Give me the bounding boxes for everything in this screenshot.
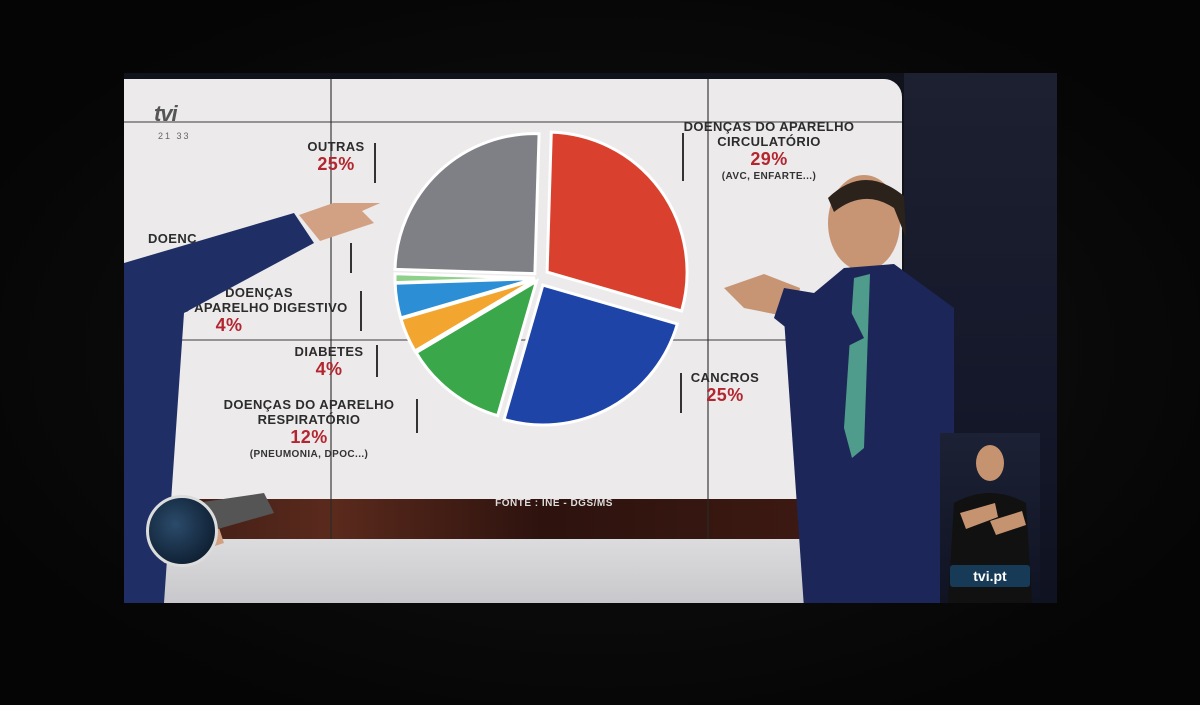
slice-label-circulatorio-line2: CIRCULATÓRIO bbox=[717, 134, 821, 149]
pie-slice bbox=[393, 272, 536, 285]
pie-slice bbox=[545, 130, 689, 313]
label-respiratorio: DOENÇAS DO APARELHO RESPIRATÓRIO 12% (PN… bbox=[204, 397, 414, 462]
panel-seam bbox=[707, 79, 709, 539]
panel-seam bbox=[124, 121, 902, 123]
slice-value-cancros: 25% bbox=[706, 385, 744, 405]
label-circulatorio: DOENÇAS DO APARELHO CIRCULATÓRIO 29% (AV… bbox=[664, 119, 874, 184]
pie-slice bbox=[502, 283, 680, 427]
channel-logo-text: tvi bbox=[154, 101, 178, 126]
panel-seam bbox=[330, 79, 332, 539]
pie-slice bbox=[393, 132, 541, 276]
slice-label-cancros: CANCROS bbox=[690, 370, 760, 385]
pie-slice bbox=[414, 277, 540, 418]
leader-line bbox=[350, 243, 352, 273]
leader-line bbox=[376, 345, 378, 377]
label-digestivo: DOENÇAS DO APARELHO DIGESTIVO 4% bbox=[154, 285, 364, 335]
slice-value-digestivo: 4% bbox=[215, 315, 243, 335]
slice-label-outras: OUTRAS bbox=[307, 139, 365, 154]
slice-label-circulatorio-line1: DOENÇAS DO APARELHO bbox=[683, 119, 855, 134]
slice-label-respiratorio-line2: RESPIRATÓRIO bbox=[257, 412, 361, 427]
globe-icon bbox=[146, 495, 218, 567]
label-diabetes: DIABETES 4% bbox=[284, 344, 374, 379]
channel-logo: tvi bbox=[154, 101, 178, 127]
slice-label-respiratorio-line1: DOENÇAS DO APARELHO bbox=[223, 397, 395, 412]
chart-source: FONTE : INE - DGS/MS bbox=[495, 498, 613, 509]
slice-value-diabetes: 4% bbox=[315, 359, 343, 379]
on-air-clock: 21 33 bbox=[158, 131, 191, 141]
label-cancros: CANCROS 25% bbox=[680, 370, 770, 405]
website-badge: tvi.pt bbox=[950, 565, 1030, 587]
slice-value-circulatorio: 29% bbox=[750, 149, 788, 169]
slice-label-digestivo-line1: DOENÇAS bbox=[225, 285, 293, 300]
leader-line bbox=[360, 291, 362, 331]
leader-line bbox=[680, 373, 682, 413]
slice-label-digestivo-line2: DO APARELHO DIGESTIVO bbox=[170, 300, 348, 315]
presenter-right-silhouette bbox=[724, 175, 954, 603]
leader-line bbox=[682, 133, 684, 181]
pie-chart bbox=[393, 130, 689, 427]
label-outras: OUTRAS 25% bbox=[296, 139, 376, 174]
leader-line bbox=[374, 143, 376, 183]
slice-note-respiratorio: (PNEUMONIA, DPOC...) bbox=[249, 449, 369, 460]
slice-label-diabetes: DIABETES bbox=[294, 344, 364, 359]
broadcast-screen: tvi 21 33 DOENÇAS DO APARELHO CIRCULATÓR… bbox=[124, 73, 1057, 603]
slice-value-outras: 25% bbox=[317, 154, 355, 174]
studio-floor bbox=[124, 539, 824, 603]
slice-note-circulatorio: (AVC, ENFARTE...) bbox=[721, 171, 817, 182]
slice-value-respiratorio: 12% bbox=[290, 427, 328, 447]
leader-line bbox=[416, 399, 418, 433]
